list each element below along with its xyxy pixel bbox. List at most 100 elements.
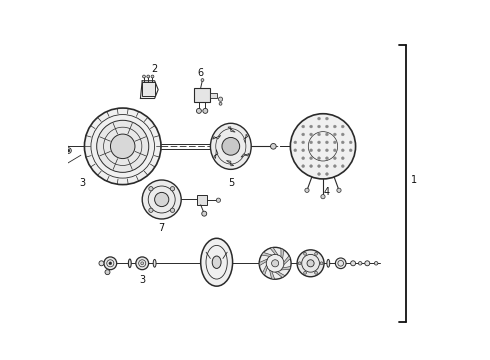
Circle shape [325,173,328,175]
Circle shape [60,141,63,144]
Circle shape [302,141,305,144]
Circle shape [337,188,341,192]
Circle shape [321,194,325,199]
Circle shape [202,211,207,216]
Circle shape [298,262,301,265]
Circle shape [142,180,181,219]
Circle shape [342,165,344,167]
Polygon shape [275,272,285,278]
Circle shape [374,261,378,265]
Polygon shape [281,248,284,259]
Circle shape [219,97,222,101]
Circle shape [143,75,146,78]
Circle shape [219,102,222,105]
Circle shape [149,186,153,191]
Circle shape [294,149,296,152]
Circle shape [333,133,336,136]
Circle shape [64,145,66,148]
Circle shape [141,262,144,265]
Circle shape [333,165,336,167]
Circle shape [171,208,174,212]
Circle shape [349,141,352,144]
Circle shape [259,247,291,279]
Circle shape [325,117,328,120]
Circle shape [66,148,72,153]
Circle shape [320,262,323,265]
Circle shape [335,258,346,269]
Ellipse shape [327,260,330,267]
Circle shape [270,144,276,149]
Polygon shape [263,265,268,275]
Polygon shape [226,161,234,166]
Circle shape [307,260,314,267]
Ellipse shape [212,256,221,269]
Circle shape [318,165,320,167]
Circle shape [304,271,307,274]
Circle shape [62,144,68,149]
Circle shape [302,133,305,136]
Circle shape [325,125,328,128]
Circle shape [318,117,320,120]
Circle shape [203,108,208,113]
Circle shape [318,125,320,128]
Circle shape [84,108,161,185]
Circle shape [110,134,135,158]
Circle shape [333,157,336,159]
Polygon shape [241,153,249,157]
Text: 3: 3 [79,178,85,188]
Circle shape [325,165,328,167]
Circle shape [325,141,328,144]
Circle shape [136,257,148,270]
Text: 7: 7 [159,222,165,233]
Circle shape [358,261,362,265]
Circle shape [325,133,328,136]
Circle shape [315,271,318,274]
Circle shape [196,108,201,113]
Circle shape [333,141,336,144]
Polygon shape [213,135,220,139]
Circle shape [304,252,307,255]
Polygon shape [284,256,291,265]
Circle shape [349,149,352,152]
Bar [197,195,207,205]
Circle shape [325,149,328,152]
Polygon shape [244,134,248,143]
Circle shape [149,208,153,212]
Circle shape [310,165,313,167]
Circle shape [310,149,313,152]
Circle shape [325,157,328,159]
Circle shape [201,78,204,81]
Ellipse shape [128,259,131,267]
Text: 4: 4 [323,187,330,197]
Polygon shape [262,252,272,256]
Circle shape [294,141,296,144]
Circle shape [302,149,305,152]
Circle shape [365,261,370,266]
Circle shape [310,125,313,128]
Polygon shape [270,270,275,279]
Circle shape [302,125,305,128]
Text: 5: 5 [228,178,234,188]
Circle shape [155,192,169,207]
Circle shape [109,262,112,265]
Circle shape [342,125,344,128]
Polygon shape [228,127,235,132]
Circle shape [297,250,324,277]
Circle shape [171,186,174,191]
Circle shape [151,75,154,78]
Circle shape [105,270,110,275]
Circle shape [305,188,309,192]
Circle shape [302,157,305,159]
Circle shape [318,157,320,159]
Circle shape [342,149,344,152]
Polygon shape [214,150,218,158]
Text: 2: 2 [151,64,158,75]
Ellipse shape [210,123,251,169]
Circle shape [310,157,313,159]
Bar [210,93,218,99]
Bar [142,82,155,96]
Circle shape [318,141,320,144]
Bar [194,88,210,102]
Circle shape [315,252,318,255]
Circle shape [302,165,305,167]
